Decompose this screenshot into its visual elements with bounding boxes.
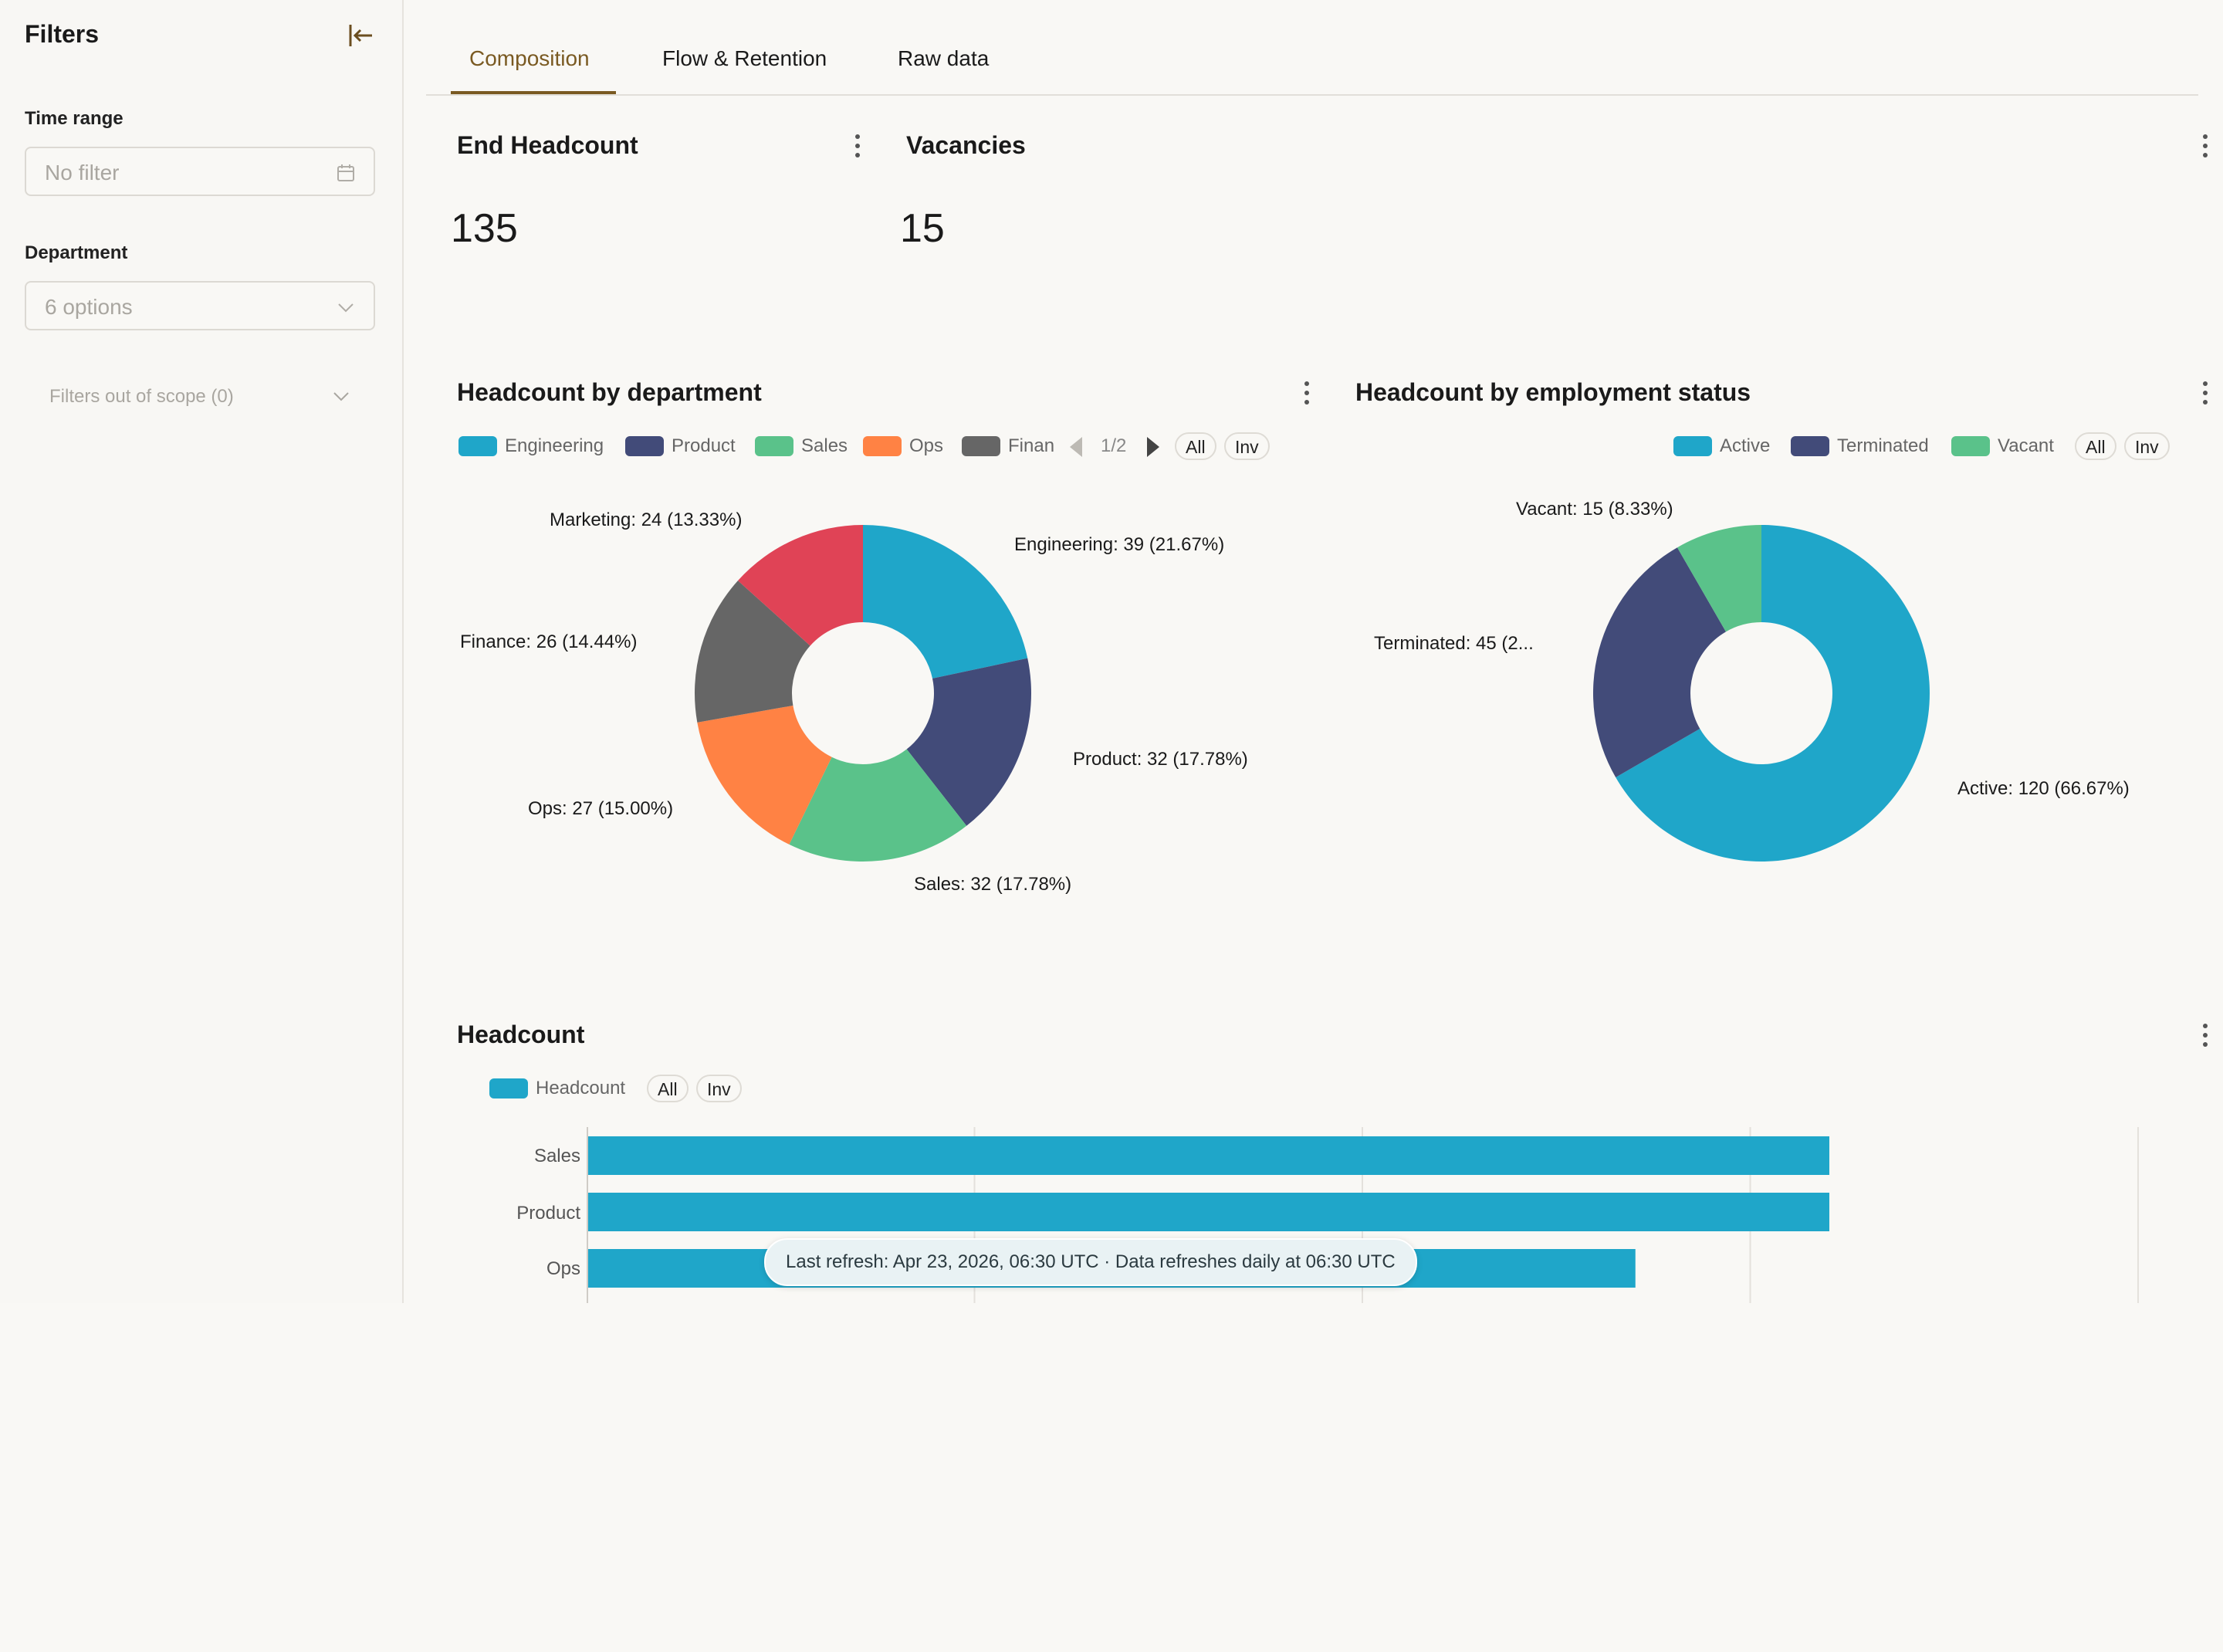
legend-item-terminated[interactable]: Terminated	[1791, 435, 1929, 457]
dept-chart-menu-icon[interactable]	[1304, 381, 1309, 409]
headcount-legend-all-button[interactable]: All	[647, 1075, 689, 1102]
legend-item-sales[interactable]: Sales	[755, 435, 848, 457]
headcount-legend-invert-button[interactable]: Inv	[696, 1075, 742, 1102]
filters-out-of-scope[interactable]: Filters out of scope (0)	[49, 386, 234, 407]
pie-label-active: Active: 120 (66.67%)	[1957, 778, 2130, 799]
bar-category-label: Sales	[533, 1146, 580, 1166]
legend-item-product[interactable]: Product	[625, 435, 736, 457]
vacancies-title: Vacancies	[906, 131, 1026, 159]
pie-label-vacant: Vacant: 15 (8.33%)	[1516, 499, 1673, 520]
pie-label-engineering: Engineering: 39 (21.67%)	[1014, 534, 1225, 555]
legend-next-icon[interactable]	[1145, 435, 1161, 459]
legend-swatch	[458, 436, 497, 456]
dept-slice-finance[interactable]	[695, 581, 810, 723]
dept-chart-title: Headcount by department	[457, 378, 762, 406]
last-refresh-tooltip: Last refresh: Apr 23, 2026, 06:30 UTC · …	[764, 1238, 1417, 1286]
headcount-chart-menu-icon[interactable]	[2203, 1024, 2208, 1051]
legend-swatch	[1673, 436, 1712, 456]
legend-invert-button[interactable]: Inv	[1224, 432, 1270, 460]
time-range-label: Time range	[25, 108, 124, 129]
legend-prev-icon[interactable]	[1068, 435, 1084, 459]
status-legend-invert-button[interactable]: Inv	[2124, 432, 2170, 460]
tab-flow-retention[interactable]: Flow & Retention	[662, 46, 827, 70]
calendar-icon	[337, 164, 354, 181]
end-headcount-value: 135	[451, 206, 518, 251]
department-label: Department	[25, 242, 128, 263]
legend-swatch	[625, 436, 664, 456]
dept-slice-product[interactable]	[906, 658, 1031, 826]
legend-label: Engineering	[505, 435, 604, 456]
legend-item-vacant[interactable]: Vacant	[1951, 435, 2054, 457]
legend-swatch	[863, 436, 902, 456]
dept-slice-engineering[interactable]	[863, 525, 1028, 679]
dept-slice-sales[interactable]	[789, 749, 967, 862]
bar-sales[interactable]	[588, 1136, 1829, 1175]
dept-slice-ops[interactable]	[697, 705, 832, 845]
pie-label-ops: Ops: 27 (15.00%)	[528, 798, 674, 819]
legend-all-button[interactable]: All	[1175, 432, 1216, 460]
legend-label: Vacant	[1998, 435, 2054, 456]
status-slice-terminated[interactable]	[1593, 547, 1726, 777]
end-headcount-title: End Headcount	[457, 131, 638, 159]
department-select[interactable]: 6 options	[25, 281, 375, 330]
chevron-down-icon[interactable]	[332, 389, 350, 405]
chevron-down-icon	[338, 303, 354, 313]
legend-swatch	[489, 1078, 528, 1099]
vacancies-value: 15	[900, 206, 945, 251]
time-range-placeholder: No filter	[45, 161, 120, 184]
legend-label: Ops	[909, 435, 944, 456]
legend-swatch	[962, 436, 1000, 456]
pie-label-terminated: Terminated: 45 (2...	[1374, 633, 1534, 654]
bar-category-label: Ops	[546, 1258, 580, 1279]
tabs-divider	[426, 94, 2198, 96]
department-placeholder: 6 options	[45, 295, 133, 319]
dept-donut-chart	[695, 525, 1031, 862]
filters-sidebar: Filters Time range No filter Department …	[0, 0, 404, 1303]
end-headcount-menu-icon[interactable]	[855, 134, 860, 162]
legend-label: Headcount	[536, 1078, 626, 1099]
legend-label: Finan	[1008, 435, 1055, 456]
legend-item-headcount[interactable]: Headcount	[489, 1078, 625, 1099]
legend-item-ops[interactable]: Ops	[863, 435, 943, 457]
pie-label-marketing: Marketing: 24 (13.33%)	[550, 509, 743, 530]
status-legend-all-button[interactable]: All	[2075, 432, 2116, 460]
legend-label: Sales	[801, 435, 848, 456]
legend-page-indicator: 1/2	[1101, 435, 1127, 456]
legend-item-finance[interactable]: Finan	[962, 435, 1054, 457]
pie-label-product: Product: 32 (17.78%)	[1073, 749, 1248, 770]
bar-category-label: Product	[516, 1203, 580, 1224]
status-chart-title: Headcount by employment status	[1355, 378, 1751, 406]
time-range-input[interactable]: No filter	[25, 147, 375, 196]
tab-raw-data[interactable]: Raw data	[898, 46, 990, 70]
legend-label: Active	[1720, 435, 1771, 456]
status-slice-active[interactable]	[1616, 525, 1930, 862]
vacancies-menu-icon[interactable]	[2203, 134, 2208, 162]
pie-label-sales: Sales: 32 (17.78%)	[914, 874, 1072, 895]
legend-item-active[interactable]: Active	[1673, 435, 1770, 457]
pie-label-finance: Finance: 26 (14.44%)	[460, 631, 638, 652]
collapse-sidebar-icon[interactable]	[344, 20, 375, 51]
legend-label: Terminated	[1837, 435, 1929, 456]
legend-swatch	[755, 436, 793, 456]
dept-slice-marketing[interactable]	[737, 525, 863, 646]
legend-swatch	[1791, 436, 1829, 456]
headcount-chart-title: Headcount	[457, 1021, 585, 1048]
sidebar-title: Filters	[25, 20, 100, 48]
status-donut-chart	[1593, 525, 1930, 862]
legend-label: Product	[672, 435, 736, 456]
status-chart-menu-icon[interactable]	[2203, 381, 2208, 409]
legend-item-engineering[interactable]: Engineering	[458, 435, 604, 457]
tab-composition[interactable]: Composition	[469, 46, 590, 70]
status-slice-vacant[interactable]	[1677, 525, 1761, 632]
legend-swatch	[1951, 436, 1990, 456]
bar-product[interactable]	[588, 1193, 1829, 1231]
active-tab-indicator	[451, 91, 616, 94]
